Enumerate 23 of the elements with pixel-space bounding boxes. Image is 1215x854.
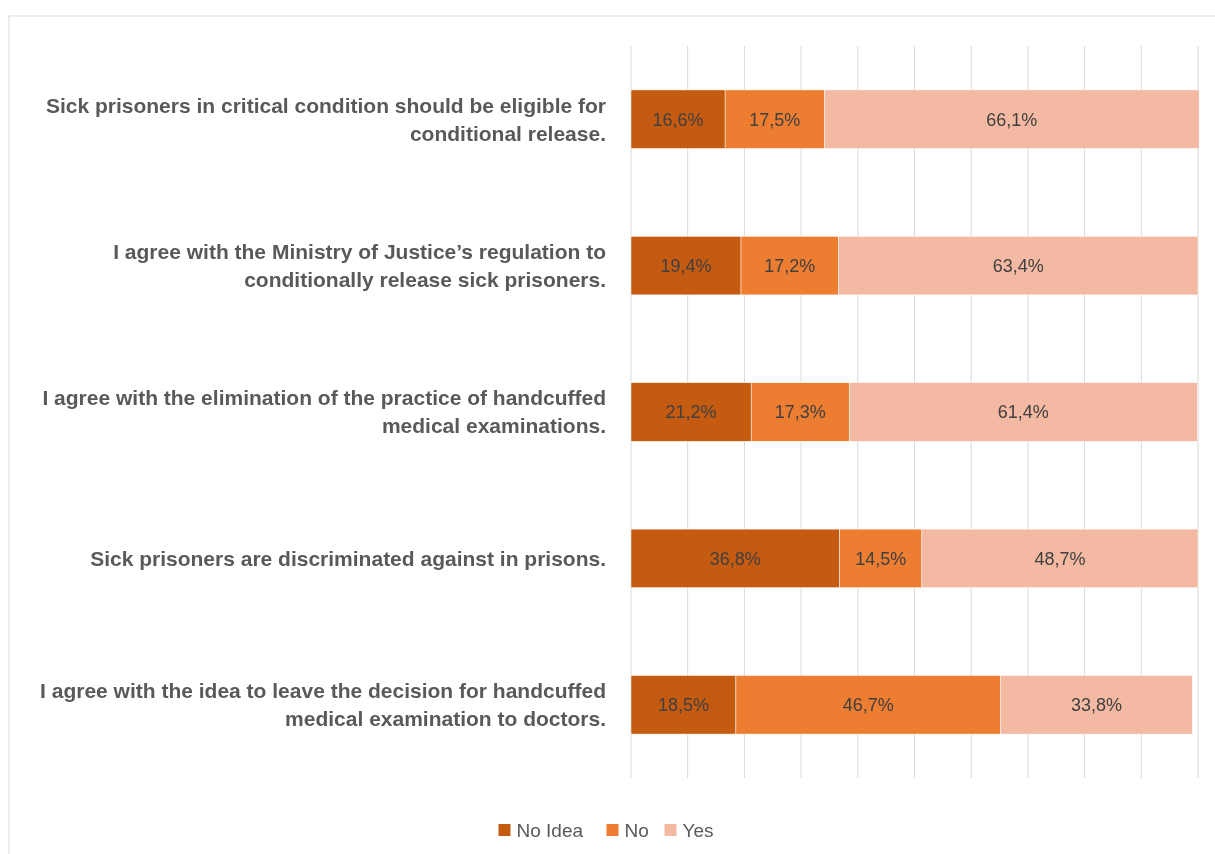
y-tick-label: Sick prisoners are discriminated against in prisons.: [90, 546, 606, 570]
y-tick-label: I agree with the idea to leave the decision for handcuffed medical examination to doctors.: [40, 679, 606, 731]
data-label: 48,7%: [1034, 548, 1086, 569]
data-label: 16,6%: [652, 109, 704, 130]
legend-label: No Idea: [516, 819, 584, 841]
data-label: 19,4%: [660, 255, 712, 276]
data-label: 17,3%: [774, 402, 826, 423]
data-label: 46,7%: [842, 695, 894, 716]
data-label: 36,8%: [709, 548, 761, 569]
data-label: 17,5%: [749, 109, 801, 130]
legend-label: Yes: [682, 819, 714, 841]
y-tick-label: Sick prisoners in critical condition should be eligible for conditional release.: [45, 93, 606, 145]
data-label: 18,5%: [657, 695, 709, 716]
data-label: 17,2%: [764, 255, 816, 276]
data-label: 14,5%: [855, 548, 907, 569]
data-label: 66,1%: [986, 109, 1038, 130]
y-tick-label: I agree with the Ministry of Justice’s regulation to conditionally release sick prisoners.: [113, 239, 606, 291]
data-label: 61,4%: [997, 402, 1049, 423]
y-tick-label: I agree with the elimination of the practice of handcuffed medical examinations.: [42, 386, 606, 438]
data-label: 63,4%: [992, 255, 1044, 276]
data-label: 21,2%: [665, 402, 717, 423]
legend-label: No: [624, 819, 649, 841]
data-label: 33,8%: [1070, 695, 1123, 716]
